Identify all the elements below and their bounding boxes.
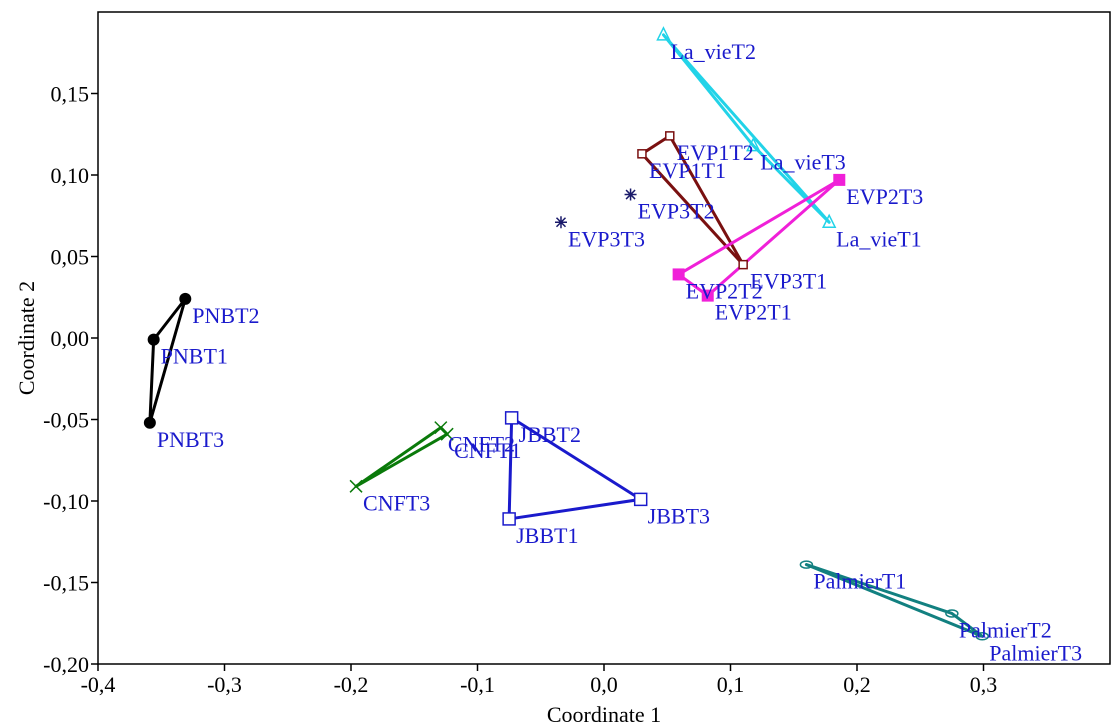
x-tick-label: 0,1 [717, 672, 745, 697]
point-marker [637, 149, 647, 159]
plot-frame [97, 11, 1111, 665]
data-point [440, 427, 454, 441]
point-marker [821, 213, 837, 229]
point-label: EVP3T1 [750, 269, 827, 294]
point-marker [656, 26, 671, 41]
point-label: CNFT1 [454, 438, 521, 463]
point-marker [945, 609, 959, 618]
x-tick-label: 0,3 [970, 672, 998, 697]
group-hull [661, 33, 831, 224]
point-label: PalmierT2 [959, 617, 1052, 642]
point-label: JBBT2 [519, 422, 581, 447]
y-axis-title: Coordinate 2 [14, 281, 39, 395]
point-label: JBBT3 [648, 503, 710, 528]
group-hull [640, 134, 745, 267]
point-marker [143, 416, 156, 429]
data-points [143, 26, 989, 641]
group-hull [354, 426, 449, 488]
point-marker [672, 268, 685, 281]
x-tick-label: -0,4 [81, 672, 116, 697]
x-tick-label: -0,1 [460, 672, 495, 697]
point-label: EVP2T1 [715, 300, 792, 325]
point-marker [701, 289, 714, 302]
y-tick-label: -0,10 [43, 489, 89, 514]
point-marker [179, 292, 192, 305]
point-label: EVP1T1 [649, 158, 726, 183]
point-marker [665, 131, 675, 141]
data-point [147, 333, 160, 346]
data-point [821, 213, 837, 229]
data-point [665, 131, 675, 141]
group-hull [804, 563, 984, 638]
data-point [502, 512, 516, 526]
point-marker [554, 216, 567, 229]
point-label: La_vieT3 [760, 150, 846, 175]
point-marker [799, 560, 814, 569]
y-tick-label: 0,15 [51, 82, 90, 107]
x-tick-label: 0,0 [590, 672, 618, 697]
point-marker [975, 632, 989, 641]
data-point [975, 632, 989, 641]
data-point [672, 268, 685, 281]
data-point [143, 416, 156, 429]
x-tick-label: 0,2 [843, 672, 871, 697]
point-label: EVP1T2 [677, 140, 754, 165]
point-label: PalmierT3 [989, 640, 1082, 665]
y-tick-label: -0,20 [43, 652, 89, 677]
point-marker [504, 411, 519, 425]
data-point [633, 492, 648, 507]
data-point [799, 560, 814, 569]
point-marker [147, 333, 160, 346]
point-label: CNFT2 [448, 432, 515, 457]
point-marker [833, 173, 846, 186]
group-hull [507, 416, 643, 521]
data-point [637, 149, 647, 159]
point-marker [624, 188, 637, 201]
data-point [656, 26, 671, 41]
group-hull [148, 297, 187, 425]
y-tick-label: 0,05 [51, 245, 90, 270]
point-label: EVP2T2 [686, 278, 763, 303]
data-point [945, 609, 959, 618]
x-axis-title: Coordinate 1 [547, 702, 661, 727]
x-axis: -0,4 -0,3 -0,2 -0,1 0,0 0,1 0,2 0,3 [81, 664, 998, 697]
point-label: CNFT3 [363, 490, 430, 515]
data-point [504, 411, 519, 425]
point-marker [746, 136, 761, 152]
point-label: JBBT1 [516, 523, 578, 548]
point-label: La_vieT1 [836, 226, 922, 251]
data-point [701, 289, 714, 302]
group-hull [677, 178, 841, 298]
x-tick-label: -0,2 [334, 672, 369, 697]
data-point [554, 216, 567, 229]
point-marker [502, 512, 516, 526]
point-marker [349, 479, 363, 493]
data-point [349, 479, 363, 493]
point-label: La_vieT2 [670, 39, 756, 64]
x-tick-label: -0,3 [207, 672, 242, 697]
y-tick-label: -0,05 [43, 408, 89, 433]
y-axis: -0,20 -0,15 -0,10 -0,05 0,00 0,05 0,10 0,15 [43, 82, 98, 677]
point-label: PNBT1 [161, 344, 228, 369]
data-point [746, 136, 761, 152]
data-point [624, 188, 637, 201]
point-label: EVP3T3 [568, 226, 645, 251]
point-label: PNBT3 [157, 427, 224, 452]
point-label: PalmierT1 [813, 569, 906, 594]
data-point [833, 173, 846, 186]
y-tick-label: 0,10 [51, 163, 90, 188]
point-label: EVP2T3 [846, 184, 923, 209]
data-point [179, 292, 192, 305]
data-point [738, 259, 748, 270]
point-label: EVP3T2 [638, 199, 715, 224]
y-tick-label: -0,15 [43, 571, 89, 596]
point-label: PNBT2 [192, 303, 259, 328]
point-marker [440, 427, 454, 441]
point-marker [738, 259, 748, 270]
point-marker [633, 492, 648, 507]
y-tick-label: 0,00 [51, 326, 90, 351]
